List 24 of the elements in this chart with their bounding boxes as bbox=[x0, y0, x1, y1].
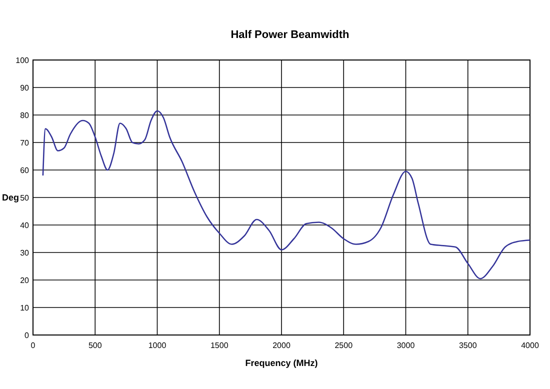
y-tick-label: 60 bbox=[20, 166, 30, 175]
x-axis-title: Frequency (MHz) bbox=[245, 358, 318, 368]
chart-title: Half Power Beamwidth bbox=[230, 29, 350, 41]
x-tick-label: 2500 bbox=[334, 341, 354, 350]
x-tick-label: 1500 bbox=[210, 341, 229, 350]
line-series bbox=[42, 110, 531, 280]
x-tick-label: 3000 bbox=[396, 341, 416, 350]
y-tick-label: 10 bbox=[20, 304, 30, 312]
x-tick-label: 4000 bbox=[521, 341, 540, 350]
x-tick-label: 3500 bbox=[458, 341, 478, 350]
y-tick-label: 30 bbox=[20, 248, 30, 258]
y-tick-label: 80 bbox=[20, 111, 30, 120]
y-tick-label: 20 bbox=[20, 276, 30, 285]
x-tick-label: 1000 bbox=[148, 341, 167, 350]
y-tick-label: 50 bbox=[20, 194, 30, 202]
y-tick-label: 100 bbox=[16, 56, 30, 65]
y-tick-label: 40 bbox=[20, 221, 30, 230]
y-tick-label: 0 bbox=[24, 331, 30, 340]
x-tick-label: 2000 bbox=[272, 341, 291, 350]
y-axis-title: Deg bbox=[2, 192, 20, 202]
y-tick-label: 90 bbox=[20, 84, 30, 92]
y-tick-label: 70 bbox=[20, 138, 30, 148]
x-tick-label: 0 bbox=[30, 341, 36, 350]
x-tick-label: 500 bbox=[88, 341, 102, 350]
